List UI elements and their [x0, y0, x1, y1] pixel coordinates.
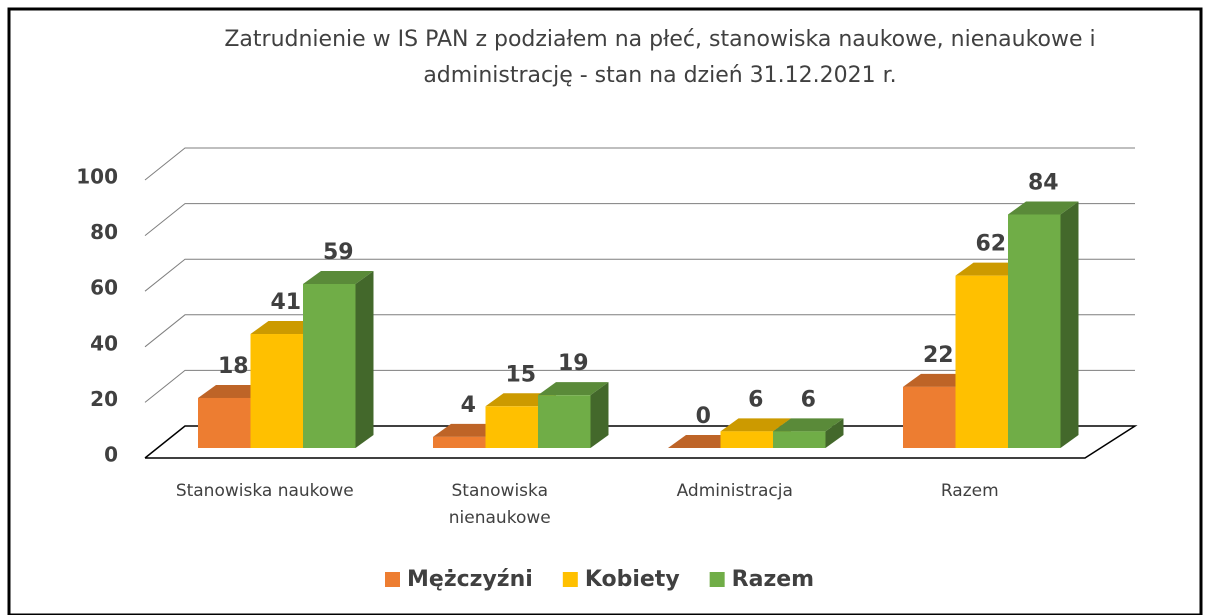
chart-title: Zatrudnienie w IS PAN z podziałem na płe…	[224, 27, 1096, 88]
x-tick-label: Stanowiska nienaukowe	[448, 481, 551, 528]
bar-front	[773, 431, 826, 448]
grid-line	[144, 147, 1135, 181]
data-label: 0	[696, 404, 711, 429]
x-tick-label: Administracja	[676, 481, 793, 501]
y-tick-label: 20	[90, 387, 118, 411]
bar-side	[590, 382, 609, 448]
bar	[773, 418, 844, 448]
data-label: 6	[748, 387, 763, 412]
bar-top	[303, 270, 374, 284]
data-label: 6	[801, 387, 816, 412]
bar-side	[825, 418, 844, 448]
data-label: 84	[1028, 170, 1059, 195]
grid-line	[144, 314, 1135, 348]
legend-swatch	[709, 572, 725, 587]
y-tick-label: 80	[90, 220, 118, 244]
y-tick-label: 60	[90, 276, 118, 300]
bar-top	[538, 382, 609, 396]
title-box: Zatrudnienie w IS PAN z podziałem na płe…	[224, 27, 1096, 88]
bar-front	[955, 275, 1008, 448]
bar	[303, 270, 374, 448]
bar-front	[250, 334, 303, 448]
bar	[538, 382, 609, 448]
bar-front	[903, 386, 956, 448]
grid-line	[144, 258, 1135, 292]
bar	[1008, 201, 1079, 448]
legend-swatch	[562, 572, 578, 587]
data-label: 19	[558, 351, 589, 376]
chart-border	[7, 7, 1203, 615]
legend-label: Razem	[732, 567, 814, 592]
bar-front	[1008, 214, 1061, 448]
bar-front	[538, 395, 591, 448]
grid-line	[144, 425, 1138, 459]
legend-label: Mężczyźni	[407, 567, 533, 592]
bar-top	[1008, 201, 1079, 215]
data-label: 15	[505, 362, 536, 387]
data-label: 62	[975, 232, 1006, 257]
legend-label: Kobiety	[585, 567, 680, 592]
bar-front	[303, 283, 356, 448]
bar-top	[773, 418, 844, 432]
y-tick-label: 40	[90, 331, 118, 355]
x-tick-label: Stanowiska naukowe	[175, 481, 354, 501]
bar-front	[433, 436, 486, 448]
bar-front	[720, 431, 773, 448]
grid-line	[144, 203, 1135, 236]
bar-front	[198, 397, 251, 448]
x-tick-label: Razem	[940, 481, 999, 501]
bar-top	[720, 418, 791, 432]
bar-side	[355, 270, 374, 448]
legend-swatch	[385, 572, 400, 587]
grid-line	[144, 369, 1135, 403]
data-label: 18	[218, 354, 249, 379]
data-label: 59	[323, 240, 354, 265]
data-label: 4	[461, 393, 476, 418]
y-tick-label: 0	[104, 443, 118, 467]
data-label: 22	[923, 343, 954, 368]
data-label: 41	[270, 290, 301, 315]
bar-front	[485, 406, 538, 448]
y-tick-label: 100	[76, 165, 118, 189]
bar-side	[1060, 201, 1079, 448]
